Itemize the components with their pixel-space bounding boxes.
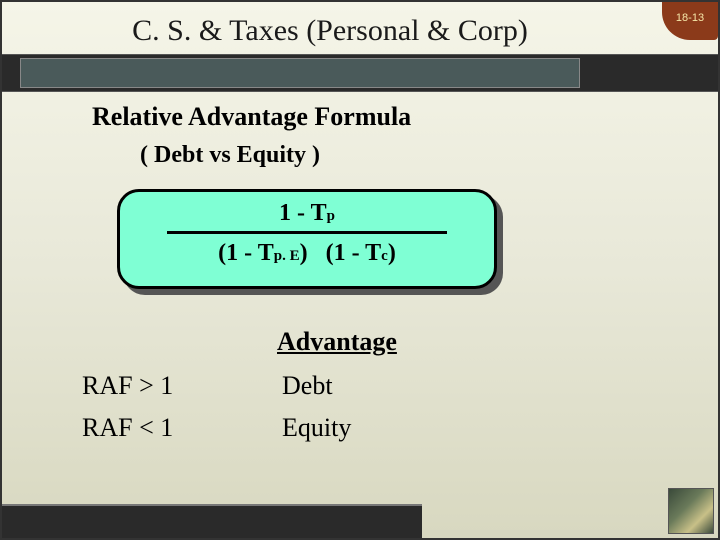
- table-row: RAF < 1 Equity: [82, 413, 658, 443]
- corner-decoration: [668, 488, 714, 534]
- numerator-subscript: p: [327, 208, 335, 224]
- footer-band: [2, 504, 422, 538]
- denom-left-close: ): [300, 240, 308, 266]
- formula-numerator: 1 - Tp: [120, 200, 494, 227]
- result-cell: Debt: [282, 371, 442, 401]
- page-number: 18-13: [676, 12, 704, 24]
- denom-left-text: (1 - T: [218, 240, 274, 266]
- subtitle-secondary: ( Debt vs Equity ): [140, 142, 658, 169]
- denom-right-close: ): [388, 240, 396, 266]
- denom-right-text: (1 - T: [326, 240, 382, 266]
- denom-left-subscript: p. E: [274, 248, 300, 264]
- header-inner-bar: [20, 58, 580, 88]
- subtitle: Relative Advantage Formula: [92, 102, 658, 132]
- content-area: Relative Advantage Formula ( Debt vs Equ…: [92, 102, 658, 455]
- advantage-header: Advantage: [277, 327, 658, 357]
- table-row: RAF > 1 Debt: [82, 371, 658, 401]
- fraction-line: [167, 231, 447, 234]
- slide: 18-13 C. S. & Taxes (Personal & Corp) Re…: [0, 0, 720, 540]
- denom-right-subscript: c: [381, 248, 388, 264]
- formula-container: 1 - Tp (1 - Tp. E) (1 - Tc): [117, 189, 507, 299]
- formula-denominator: (1 - Tp. E) (1 - Tc): [120, 240, 494, 267]
- condition-cell: RAF > 1: [82, 371, 282, 401]
- numerator-text: 1 - T: [279, 200, 327, 226]
- page-number-badge: 18-13: [662, 2, 718, 40]
- advantage-table: Advantage RAF > 1 Debt RAF < 1 Equity: [82, 327, 658, 443]
- condition-cell: RAF < 1: [82, 413, 282, 443]
- formula-box: 1 - Tp (1 - Tp. E) (1 - Tc): [117, 189, 497, 289]
- slide-title: C. S. & Taxes (Personal & Corp): [2, 14, 658, 48]
- result-cell: Equity: [282, 413, 442, 443]
